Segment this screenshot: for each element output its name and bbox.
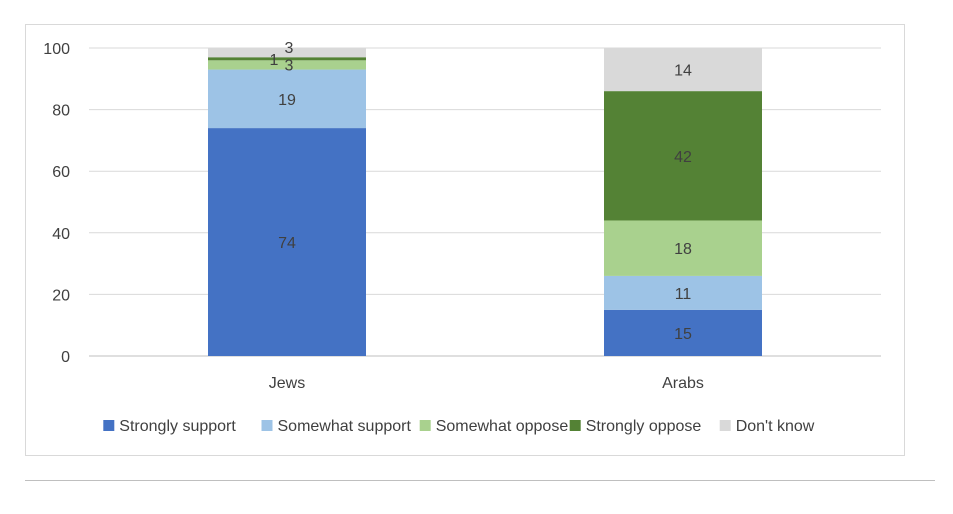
bar-segment [604, 48, 762, 92]
bar-segment [208, 57, 366, 61]
stacked-bar-chart: 0 20 40 60 80 100 Jews Arabs 74 19 313 15 11 18 42 14 St… [43, 40, 881, 435]
bar-segment [604, 91, 762, 221]
legend-label: Don't know [736, 418, 815, 435]
chart-frame: 0 20 40 60 80 100 Jews Arabs 74 19 3 1 3 15 11 18 42 14 St… [25, 24, 905, 456]
legend-label: Strongly oppose [586, 418, 702, 435]
bar-segment [208, 48, 366, 58]
data-label: 1 [270, 52, 279, 69]
legend-swatch [719, 420, 731, 431]
y-tick-label: 20 [52, 287, 70, 304]
legend-swatch [261, 420, 273, 431]
legend-swatch [419, 420, 431, 431]
y-tick-label: 60 [52, 164, 70, 181]
bar-segment [208, 60, 366, 70]
y-tick-label: 0 [61, 349, 70, 366]
bar-segment [604, 275, 762, 310]
legend-label: Somewhat support [278, 418, 412, 435]
bar-segment [208, 128, 366, 356]
data-label: 3 [285, 57, 294, 74]
y-tick-label: 100 [43, 41, 70, 58]
category-label: Jews [269, 375, 305, 392]
data-label: 42 [674, 149, 692, 166]
legend-label: Somewhat oppose [436, 418, 569, 435]
bar-segment [208, 69, 366, 129]
bottom-divider [25, 480, 935, 481]
bar-segment [604, 309, 762, 356]
category-label: Arabs [662, 375, 704, 392]
data-label: 11 [675, 286, 692, 303]
data-label: 19 [278, 92, 296, 109]
legend-swatch [103, 420, 115, 431]
data-label: 18 [674, 241, 692, 258]
y-tick-label: 40 [52, 226, 70, 243]
legend-swatch [569, 420, 581, 431]
y-tick-label: 80 [52, 103, 70, 120]
bar-segment [604, 220, 762, 276]
data-label: 15 [674, 326, 692, 343]
data-label: 74 [278, 235, 296, 252]
legend-label: Strongly support [119, 418, 236, 435]
data-label: 14 [674, 63, 692, 80]
data-label: 3 [285, 40, 294, 57]
